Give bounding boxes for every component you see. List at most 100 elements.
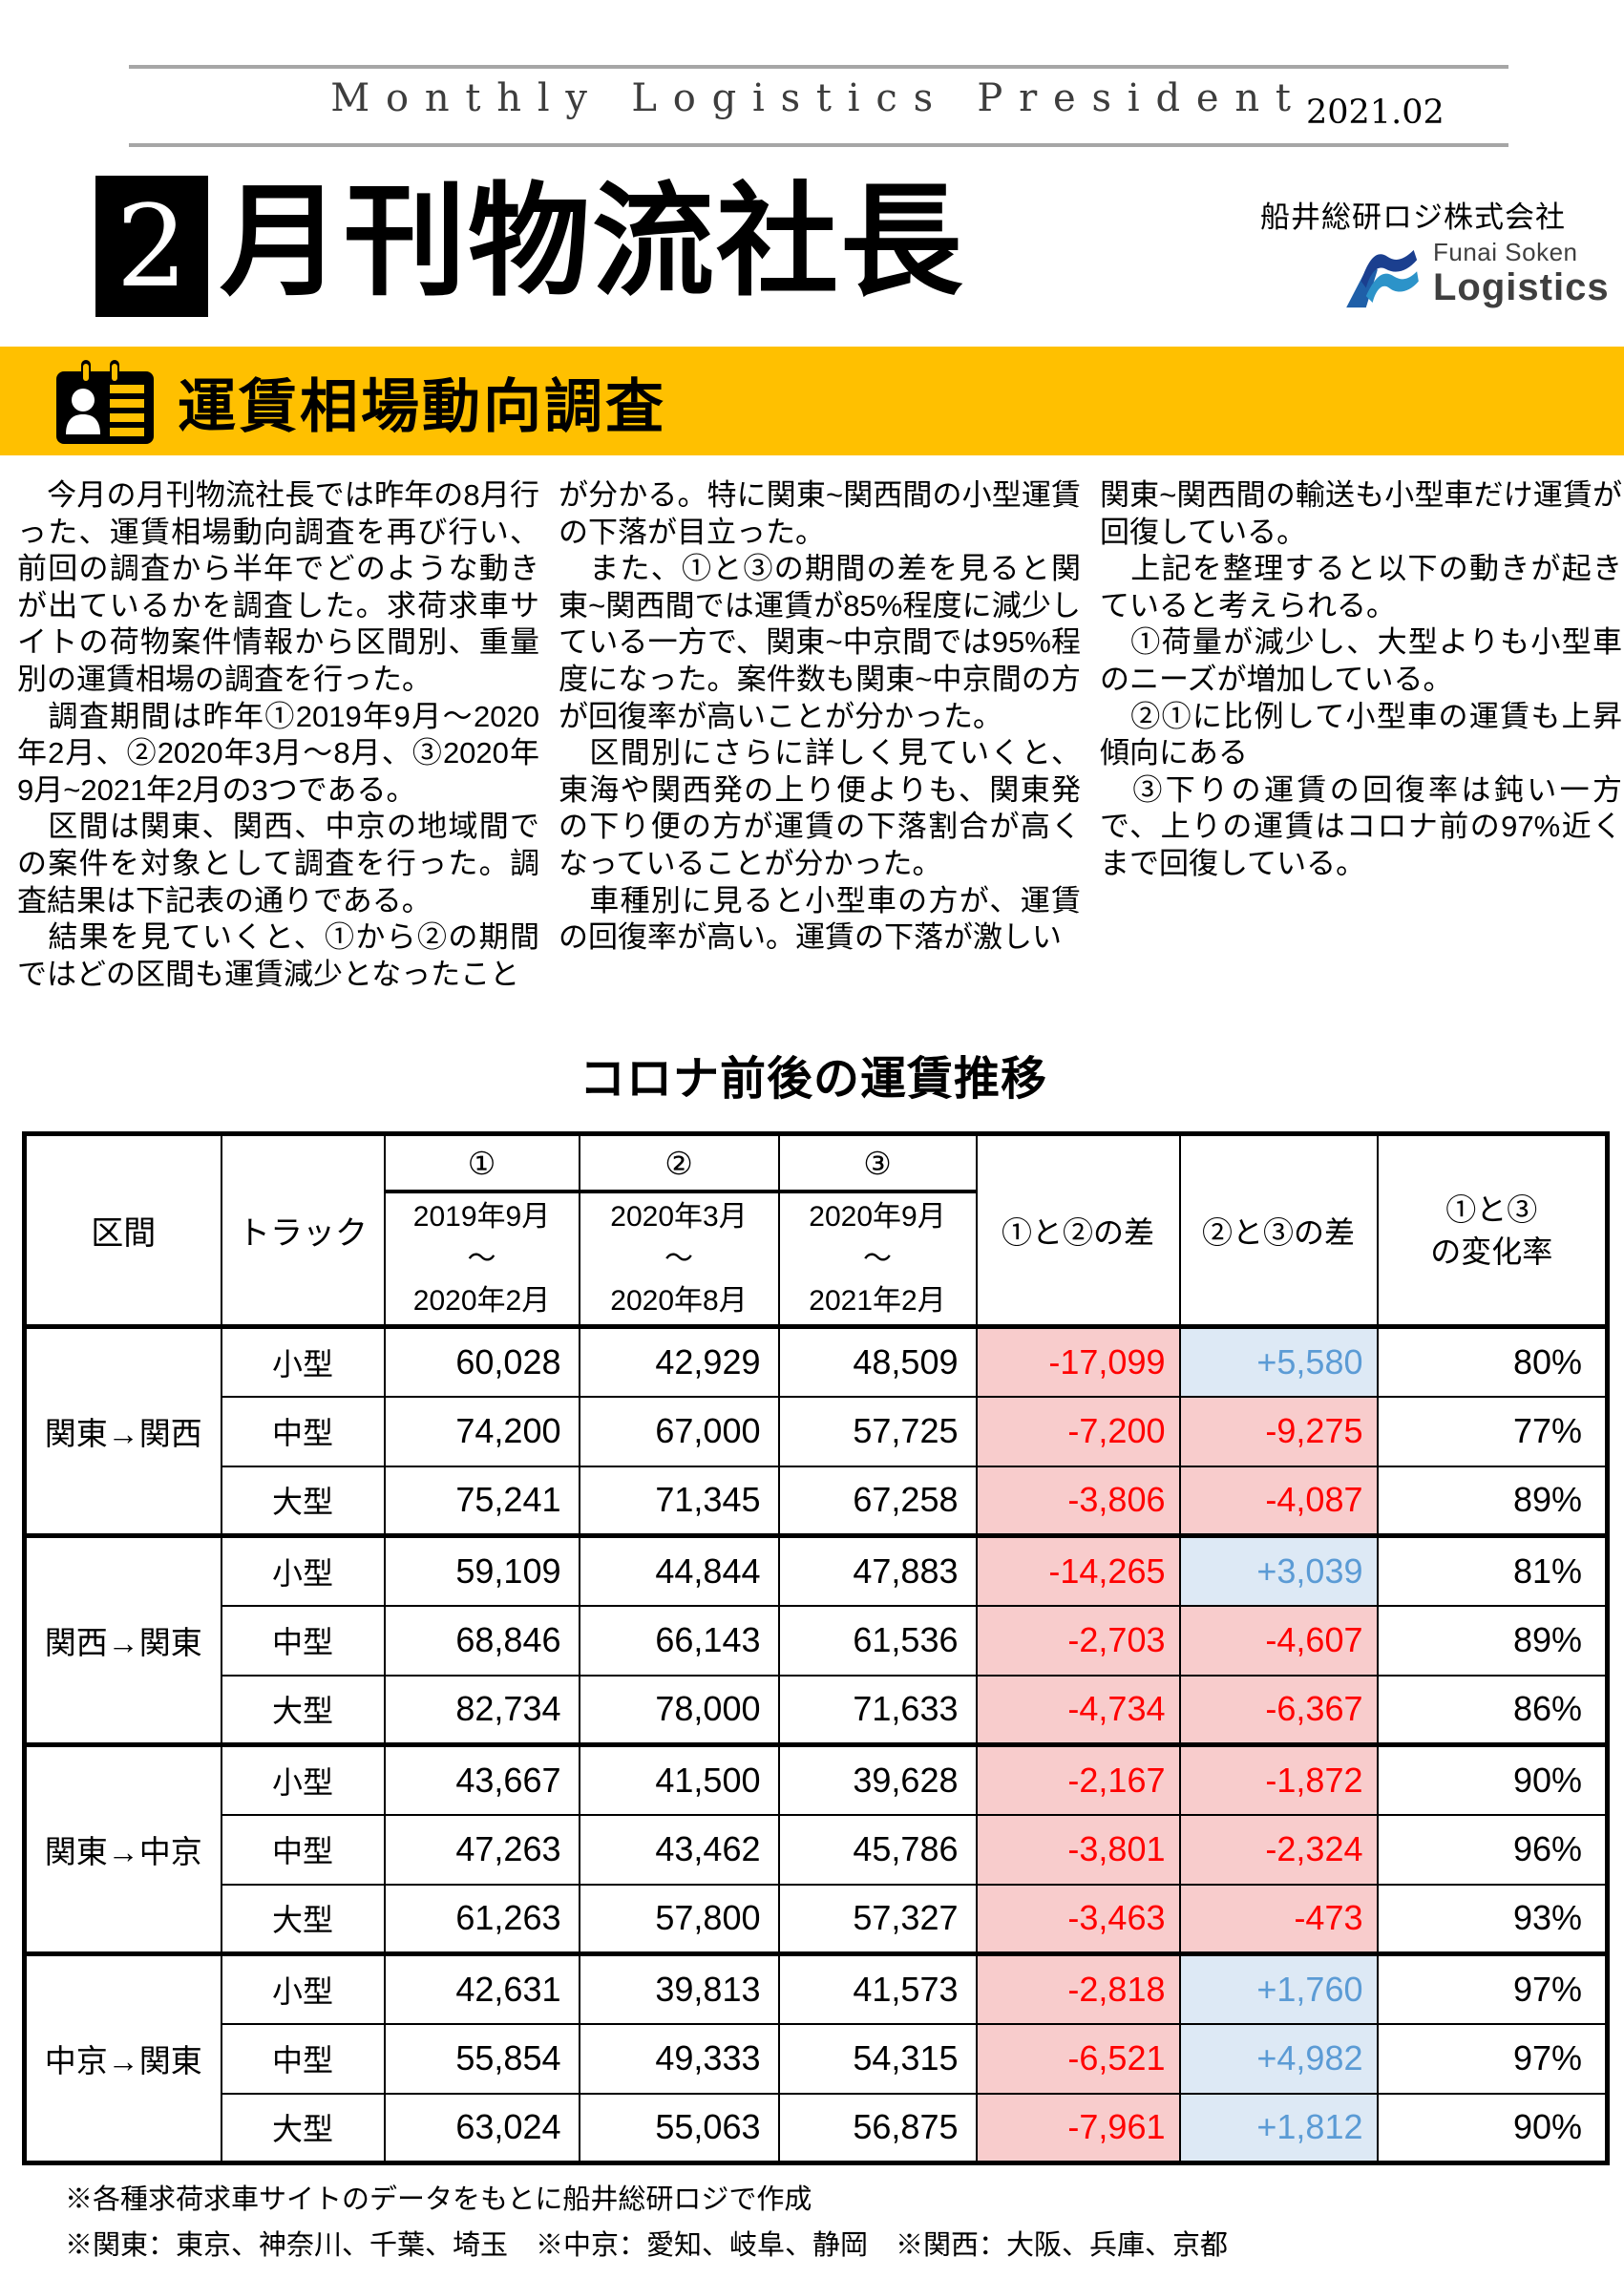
period-tilde: ～ xyxy=(664,1242,693,1275)
paragraph: ③下りの運賃の回復率は鈍い一方で、上りの運賃はコロナ前の97%近くまで回復してい… xyxy=(1100,772,1622,880)
diff23-cell: -1,872 xyxy=(1178,1742,1379,1816)
paragraph: が分かる。特に関東~関西間の小型運賃の下落が目立った。 xyxy=(559,478,1081,549)
paragraph: 結果を見ていくと、①から②の期間ではどの区間も運賃減少となったこと xyxy=(17,920,539,991)
table-row: 中型 47,263 43,462 45,786 -3,801 -2,324 96… xyxy=(25,1813,1609,1886)
company-name: 船井総研ロジ株式会社 xyxy=(1260,200,1566,234)
company-logo: Funai Soken Logistics xyxy=(1341,232,1610,314)
table-header-row: 区間 トラック ① 2019年9月 ～ 2020年2月 xyxy=(23,1132,1609,1329)
truck-cell: 小型 xyxy=(220,1742,386,1816)
paragraph: 車種別に見ると小型車の方が、運賃の回復率が高い。運賃の下落が激しい xyxy=(559,883,1081,955)
header-diff23: ②と③の差 xyxy=(1178,1132,1379,1329)
paragraph: ①荷量が減少し、大型よりも小型車のニーズが増加している。 xyxy=(1100,625,1622,696)
period-1-mark: ① xyxy=(467,1145,496,1181)
diff12-cell: -7,961 xyxy=(975,2092,1181,2164)
header-period-1: ① 2019年9月 ～ 2020年2月 xyxy=(383,1132,580,1329)
diff12-cell: -4,734 xyxy=(975,1674,1181,1746)
period1-cell: 68,846 xyxy=(383,1604,580,1677)
table-title: コロナ前後の運賃推移 xyxy=(579,1054,1047,1105)
truck-cell: 中型 xyxy=(220,1813,386,1886)
rate-cell: 80% xyxy=(1376,1324,1609,1398)
logo-text: Funai Soken Logistics xyxy=(1433,240,1610,306)
period1-cell: 74,200 xyxy=(383,1395,580,1467)
table-row: 関西→関東 小型 59,109 44,844 47,883 -14,265 +3… xyxy=(23,1533,1609,1746)
diff12-cell: -2,167 xyxy=(975,1742,1181,1816)
header-rate-line1: ①と③ xyxy=(1445,1192,1538,1227)
period3-cell: 71,633 xyxy=(777,1674,978,1746)
period2-cell: 44,844 xyxy=(578,1533,780,1607)
period1-cell: 47,263 xyxy=(383,1813,580,1886)
rate-cell: 97% xyxy=(1376,2022,1609,2095)
table-row: 大型 63,024 55,063 56,875 -7,961 +1,812 90… xyxy=(25,2092,1609,2164)
rate-cell: 90% xyxy=(1376,2092,1609,2164)
logo-text-bottom: Logistics xyxy=(1433,266,1610,308)
period1-cell: 61,263 xyxy=(383,1883,580,1955)
id-card-icon xyxy=(56,360,154,444)
rate-cell: 97% xyxy=(1376,1951,1609,2025)
truck-cell: 中型 xyxy=(220,1604,386,1677)
diff23-cell: -4,607 xyxy=(1178,1604,1379,1677)
freight-rate-table: 区間 トラック ① 2019年9月 ～ 2020年2月 xyxy=(22,1131,1610,2165)
masthead-rule-top xyxy=(129,65,1508,69)
period2-cell: 42,929 xyxy=(578,1324,780,1398)
truck-cell: 中型 xyxy=(220,2022,386,2095)
period1-cell: 82,734 xyxy=(383,1674,580,1746)
diff23-cell: -473 xyxy=(1178,1883,1379,1955)
section-cell: 関東→中京 xyxy=(23,1742,222,1955)
period-tilde: ～ xyxy=(467,1242,496,1275)
period-to: 2021年2月 xyxy=(809,1284,946,1317)
period2-cell: 71,345 xyxy=(578,1465,780,1537)
period3-cell: 41,573 xyxy=(777,1951,978,2025)
diff12-cell: -2,703 xyxy=(975,1604,1181,1677)
header-diff12: ①と②の差 xyxy=(975,1132,1181,1329)
diff12-cell: -7,200 xyxy=(975,1395,1181,1467)
period2-cell: 43,462 xyxy=(578,1813,780,1886)
table-row: 関東→関西 小型 60,028 42,929 48,509 -17,099 +5… xyxy=(23,1324,1609,1537)
period1-cell: 42,631 xyxy=(383,1951,580,2025)
diff23-cell: -2,324 xyxy=(1178,1813,1379,1886)
section-cell: 関東→関西 xyxy=(23,1324,222,1537)
truck-cell: 中型 xyxy=(220,1395,386,1467)
paragraph: また、①と③の期間の差を見ると関東~関西間では運賃が85%程度に減少している一方… xyxy=(559,552,1081,733)
period3-cell: 56,875 xyxy=(777,2092,978,2164)
rate-cell: 89% xyxy=(1376,1604,1609,1677)
period1-cell: 55,854 xyxy=(383,2022,580,2095)
diff23-cell: +1,812 xyxy=(1178,2092,1379,2164)
table-row: 中型 68,846 66,143 61,536 -2,703 -4,607 89… xyxy=(25,1604,1609,1677)
diff12-cell: -3,463 xyxy=(975,1883,1181,1955)
period1-cell: 75,241 xyxy=(383,1465,580,1537)
issue-date: 2021.02 xyxy=(1306,94,1445,132)
truck-cell: 大型 xyxy=(220,1883,386,1955)
diff12-cell: -17,099 xyxy=(975,1324,1181,1398)
truck-cell: 小型 xyxy=(220,1533,386,1607)
period3-cell: 67,258 xyxy=(777,1465,978,1537)
journal-name: Monthly Logistics President xyxy=(330,76,1307,120)
period-3-mark: ③ xyxy=(863,1145,892,1181)
section-cell: 関西→関東 xyxy=(23,1533,222,1746)
diff12-cell: -14,265 xyxy=(975,1533,1181,1607)
footnote-regions: ※関東：東京、神奈川、千葉、埼玉 ※中京：愛知、岐阜、静岡 ※関西：大阪、兵庫、… xyxy=(65,2230,1229,2261)
period3-cell: 48,509 xyxy=(777,1324,978,1398)
diff12-cell: -3,801 xyxy=(975,1813,1181,1886)
period1-cell: 43,667 xyxy=(383,1742,580,1816)
table-row: 関東→中京 小型 43,667 41,500 39,628 -2,167 -1,… xyxy=(23,1742,1609,1955)
section-banner: 運賃相場動向調査 xyxy=(0,347,1624,455)
rate-cell: 96% xyxy=(1376,1813,1609,1886)
diff23-cell: +1,760 xyxy=(1178,1951,1379,2025)
period2-cell: 67,000 xyxy=(578,1395,780,1467)
period1-cell: 63,024 xyxy=(383,2092,580,2164)
period-from: 2019年9月 xyxy=(412,1200,551,1233)
diff23-cell: -6,367 xyxy=(1178,1674,1379,1746)
period2-cell: 55,063 xyxy=(578,2092,780,2164)
masthead-rule-bottom xyxy=(129,143,1508,147)
paragraph: ②①に比例して小型車の運賃も上昇傾向にある xyxy=(1100,699,1622,770)
footnotes: ※各種求荷求車サイトのデータをもとに船井総研ロジで作成 ※関東：東京、神奈川、千… xyxy=(65,2177,1592,2268)
section-cell: 中京→関東 xyxy=(23,1951,222,2164)
logo-text-top: Funai Soken xyxy=(1433,238,1578,266)
period-3-range: 2020年9月 ～ 2021年2月 xyxy=(781,1193,975,1322)
footnote-source: ※各種求荷求車サイトのデータをもとに船井総研ロジで作成 xyxy=(65,2184,812,2215)
truck-cell: 大型 xyxy=(220,1465,386,1537)
paragraph: 区間別にさらに詳しく見ていくと、東海や関西発の上り便よりも、関東発の下り便の方が… xyxy=(559,736,1081,880)
period-2-range: 2020年3月 ～ 2020年8月 xyxy=(581,1193,777,1322)
section-title: 運賃相場動向調査 xyxy=(178,373,667,439)
